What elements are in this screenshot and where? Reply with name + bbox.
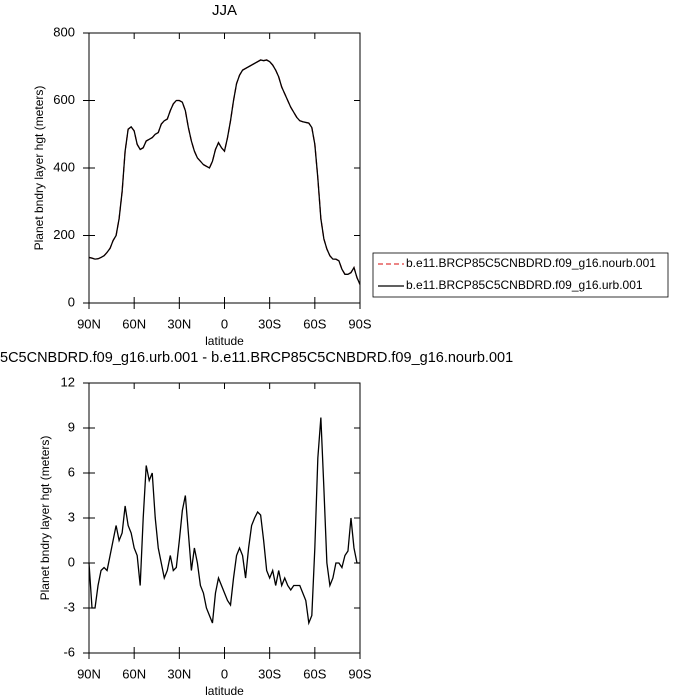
x-tick-label: 30S	[258, 316, 281, 331]
y-tick-label: 800	[53, 24, 75, 39]
x-tick-label: 90N	[77, 316, 101, 331]
y-tick-label: 12	[61, 374, 75, 389]
x-axis-label: latitude	[205, 334, 244, 348]
x-tick-label: 0	[221, 666, 228, 681]
y-tick-label: 200	[53, 227, 75, 242]
x-tick-label: 60N	[122, 666, 146, 681]
chart-title: 5C5CNBDRD.f09_g16.urb.001 - b.e11.BRCP85…	[0, 350, 513, 366]
y-tick-label: 0	[68, 294, 75, 309]
y-tick-label: 0	[68, 554, 75, 569]
plot-frame	[88, 382, 361, 654]
y-axis-label: Planet bndry layer hgt (meters)	[32, 86, 46, 251]
y-tick-label: -6	[63, 644, 75, 659]
x-tick-label: 30N	[167, 316, 191, 331]
x-tick-label: 60N	[122, 316, 146, 331]
legend-box	[372, 252, 669, 298]
x-tick-label: 90N	[77, 666, 101, 681]
y-tick-label: -3	[63, 599, 75, 614]
plot-frame	[88, 32, 361, 304]
y-tick-label: 9	[68, 419, 75, 434]
legend-label: b.e11.BRCP85C5CNBDRD.f09_g16.urb.001	[406, 278, 643, 292]
data-line	[88, 59, 361, 285]
y-axis-label: Planet bndry layer hgt (meters)	[38, 436, 52, 601]
y-tick-label: 6	[68, 464, 75, 479]
x-tick-label: 0	[221, 316, 228, 331]
y-tick-label: 600	[53, 92, 75, 107]
x-tick-label: 60S	[303, 316, 326, 331]
data-line	[88, 59, 361, 285]
data-line	[88, 417, 360, 626]
y-tick-label: 400	[53, 159, 75, 174]
chart-title: JJA	[212, 2, 237, 19]
x-tick-label: 90S	[348, 316, 371, 331]
x-tick-label: 90S	[348, 666, 371, 681]
x-axis-label: latitude	[205, 684, 244, 698]
x-tick-label: 30N	[167, 666, 191, 681]
legend-label: b.e11.BRCP85C5CNBDRD.f09_g16.nourb.001	[406, 256, 656, 270]
x-tick-label: 30S	[258, 666, 281, 681]
y-tick-label: 3	[68, 509, 75, 524]
x-tick-label: 60S	[303, 666, 326, 681]
